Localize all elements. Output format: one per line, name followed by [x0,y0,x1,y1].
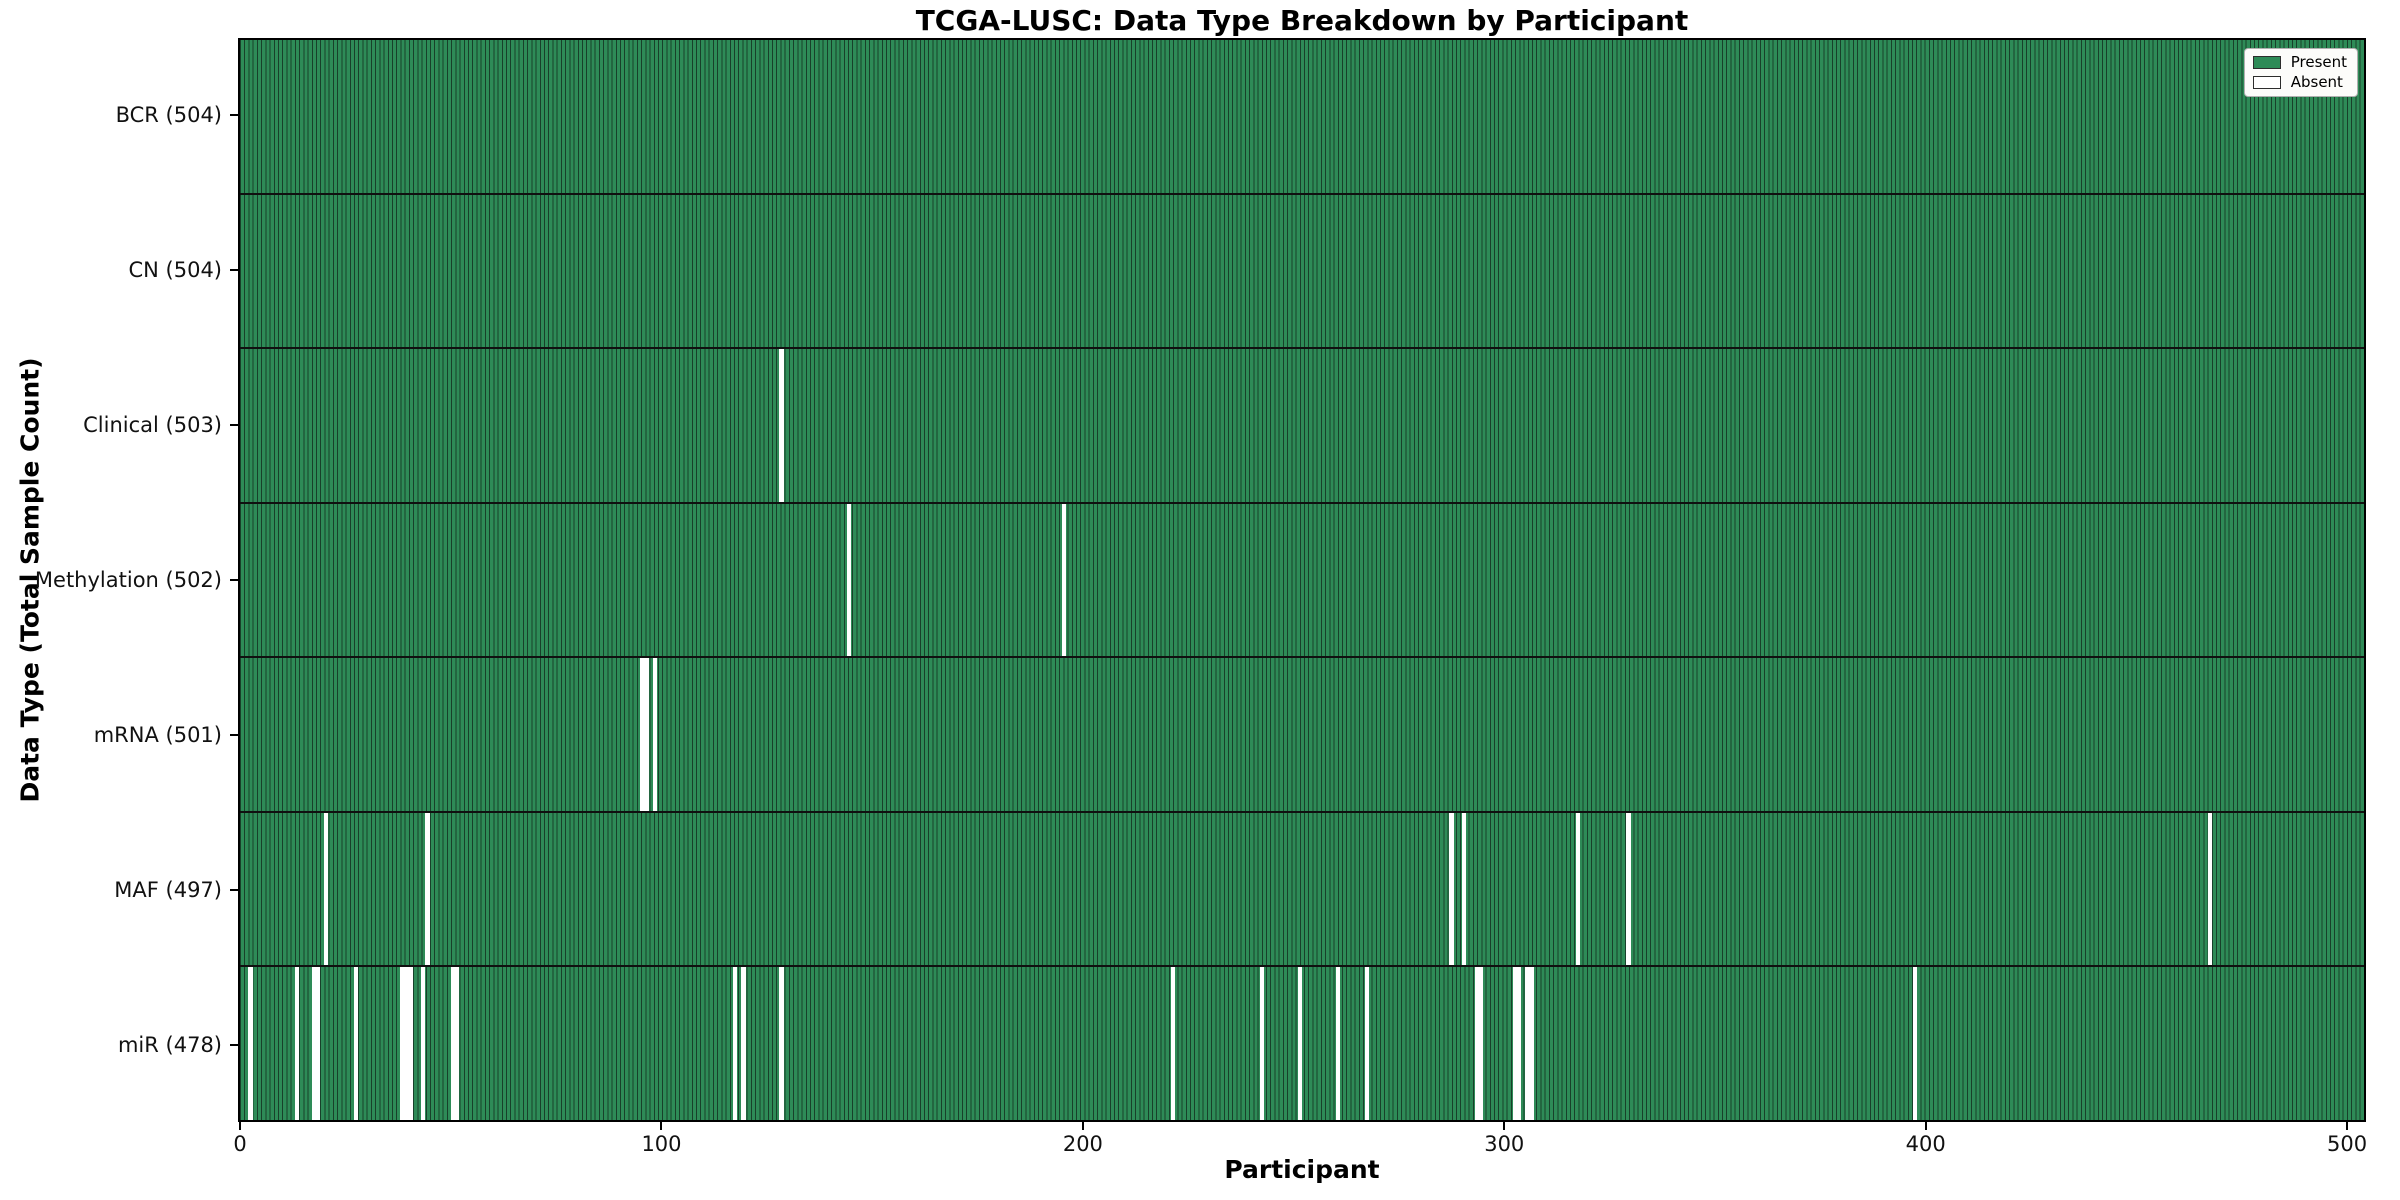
absent-stripe [400,967,405,1121]
absent-stripe [1297,967,1302,1121]
y-tick-label-maf: MAF (497) [114,877,222,902]
absent-stripe [1474,967,1479,1121]
absent-stripe [779,967,784,1121]
absent-stripe [1449,812,1454,966]
x-tick-mark [1503,1121,1506,1130]
absent-stripe [1626,812,1631,966]
absent-stripe [741,967,746,1121]
x-tick-label: 0 [233,1132,247,1156]
x-tick-label: 200 [1062,1132,1103,1156]
x-tick-mark [1924,1121,1927,1130]
row-band-clinical [240,349,2364,504]
absent-stripe [425,812,430,966]
row-band-mrna [240,658,2364,813]
legend-swatch-present [2252,56,2281,69]
absent-stripe [1575,812,1580,966]
absent-stripe [846,503,851,657]
legend-label: Absent [2290,73,2343,91]
absent-stripe [421,967,426,1121]
absent-stripe [1478,967,1484,1121]
absent-stripe [1259,967,1264,1121]
chart-title: TCGA-LUSC: Data Type Breakdown by Partic… [915,4,1689,37]
absent-stripe [324,812,329,966]
absent-stripe [640,658,645,811]
absent-stripe [1365,967,1370,1121]
absent-stripe [1529,967,1534,1121]
absent-stripe [450,967,455,1121]
absent-stripe [652,658,658,811]
absent-stripe [644,658,649,811]
legend-entry-absent: Absent [2252,73,2347,91]
y-tick-mark [230,888,239,891]
x-tick-label: 400 [1905,1132,1946,1156]
legend: Present Absent [2243,48,2358,97]
y-tick-mark [230,1043,239,1046]
y-tick-label-bcr: BCR (504) [115,103,222,128]
x-tick-mark [1081,1121,1084,1130]
absent-stripe [353,967,358,1121]
row-band-cn [240,194,2364,350]
legend-label: Present [2290,53,2347,71]
absent-stripe [1061,503,1066,657]
row-band-methylation [240,503,2364,659]
absent-stripe [1171,967,1176,1121]
absent-stripe [408,967,413,1121]
absent-stripe [1516,967,1522,1121]
absent-stripe [454,967,460,1121]
row-band-bcr [240,40,2364,195]
absent-stripe [2207,812,2213,966]
absent-stripe [248,967,253,1121]
y-tick-mark [230,733,239,736]
y-tick-label-mir: miR (478) [117,1032,222,1057]
y-tick-mark [230,579,239,581]
legend-entry-present: Present [2252,53,2347,71]
legend-swatch-absent [2252,76,2281,89]
y-tick-label-mrna: mRNA (501) [93,722,222,747]
absent-stripe [1912,967,1918,1121]
y-tick-mark [230,114,239,117]
x-tick-label: 500 [2326,1132,2368,1156]
absent-stripe [1335,967,1340,1121]
absent-stripe [1462,812,1467,966]
absent-stripe [733,967,738,1121]
absent-stripe [315,967,321,1121]
y-tick-mark [230,269,239,272]
y-tick-mark [230,424,239,427]
x-axis-title: Participant [1224,1155,1380,1184]
x-tick-label: 300 [1484,1132,1525,1156]
x-tick-mark [2346,1121,2349,1130]
row-band-maf [240,812,2364,968]
x-tick-mark [239,1121,242,1130]
y-tick-label-methylation: Methylation (502) [34,568,222,592]
x-tick-label: 100 [641,1132,682,1156]
absent-stripe [294,967,299,1121]
absent-stripe [1512,967,1517,1121]
rows-container [240,40,2364,1121]
absent-stripe [779,349,784,502]
plot-area: Present Absent [238,38,2366,1122]
absent-stripe [404,967,409,1121]
absent-stripe [1525,967,1530,1121]
x-tick-mark [660,1121,663,1130]
y-tick-label-cn: CN (504) [128,258,222,283]
y-tick-label-clinical: Clinical (503) [83,413,222,438]
row-band-mir [240,967,2364,1121]
absent-stripe [311,967,316,1121]
